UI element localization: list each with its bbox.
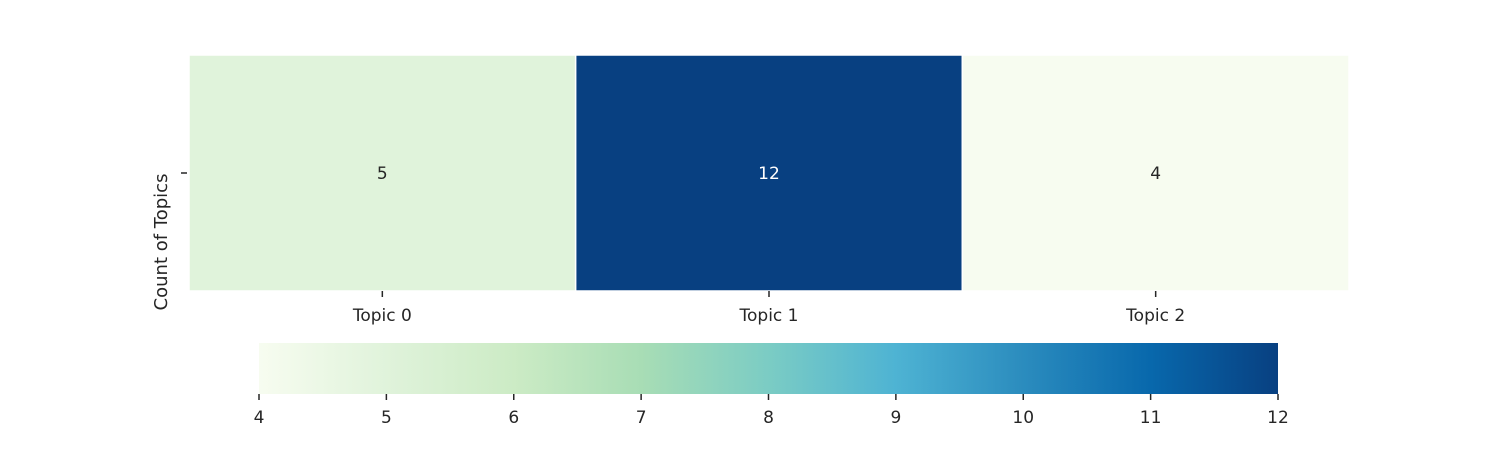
colorbar-tick-label: 11 [1140, 408, 1162, 428]
colorbar-tick-label: 4 [254, 408, 265, 428]
cell-value-label: 5 [377, 164, 388, 184]
colorbar-tick-label: 5 [381, 408, 392, 428]
y-axis-title: Count of Topics [151, 174, 172, 311]
colorbar-tick-label: 6 [508, 408, 519, 428]
x-axis: Topic 0 Topic 1 Topic 2 [352, 291, 1185, 326]
heatmap-cell [574, 54, 964, 292]
colorbar-tick-label: 7 [636, 408, 647, 428]
cell-value-label: 4 [1150, 164, 1161, 184]
colorbar-gradient-bar [259, 343, 1278, 394]
heatmap-cells [188, 54, 1350, 292]
heatmap-cell [188, 54, 577, 292]
x-tick-label: Topic 2 [1125, 306, 1185, 326]
colorbar: 4 5 6 7 8 9 10 11 12 [254, 343, 1289, 428]
heatmap-cell [961, 54, 1350, 292]
colorbar-tick-label: 8 [763, 408, 774, 428]
x-tick-label: Topic 1 [739, 306, 799, 326]
colorbar-ticks: 4 5 6 7 8 9 10 11 12 [254, 394, 1289, 428]
heatmap-cell-labels: 5 12 4 [377, 164, 1161, 184]
cell-value-label: 12 [758, 164, 780, 184]
y-axis: Count of Topics [151, 172, 187, 311]
colorbar-tick-label: 10 [1012, 408, 1034, 428]
x-tick-label: Topic 0 [352, 306, 412, 326]
colorbar-tick-label: 9 [890, 408, 901, 428]
colorbar-tick-label: 12 [1267, 408, 1289, 428]
